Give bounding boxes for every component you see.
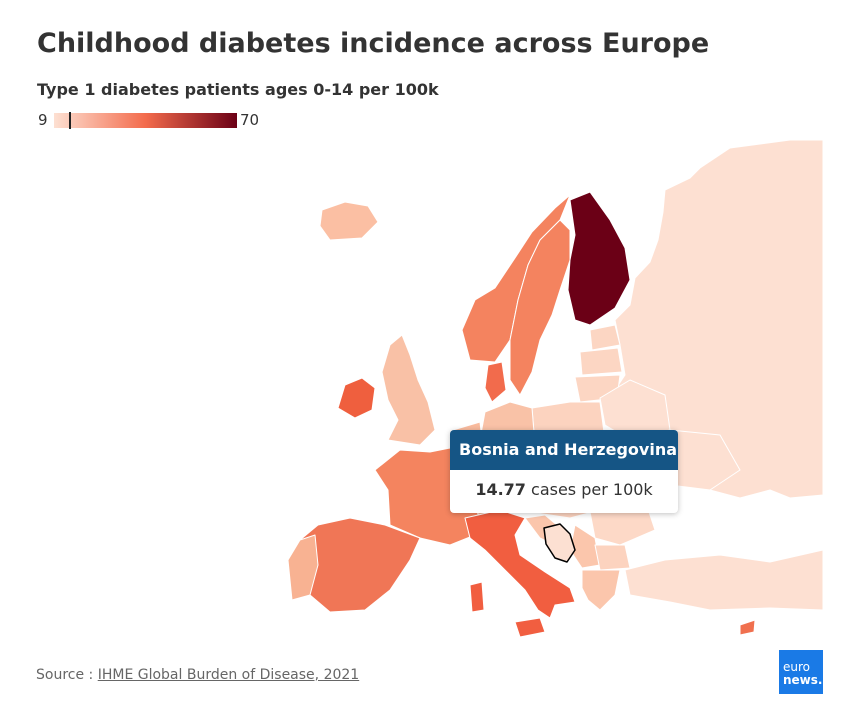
- region-sweden[interactable]: [509, 219, 571, 396]
- region-sicily[interactable]: [514, 617, 546, 638]
- region-bosnia-and-herzegovina[interactable]: [543, 523, 576, 563]
- tooltip-country-name: Bosnia and Herzegovina: [450, 430, 678, 470]
- tooltip-value: 14.77: [475, 480, 526, 499]
- tooltip-unit: cases per 100k: [531, 480, 653, 499]
- legend-max-label: 70: [240, 111, 260, 129]
- euronews-logo[interactable]: euro news.: [779, 650, 823, 694]
- map-title: Childhood diabetes incidence across Euro…: [37, 28, 710, 59]
- region-united-kingdom[interactable]: [381, 334, 436, 446]
- region-cyprus[interactable]: [739, 619, 756, 636]
- legend-hover-marker: [69, 112, 71, 129]
- region-bulgaria[interactable]: [594, 544, 631, 571]
- source-link[interactable]: IHME Global Burden of Disease, 2021: [97, 667, 360, 683]
- region-italy[interactable]: [464, 509, 576, 619]
- region-greece[interactable]: [581, 569, 621, 611]
- region-iceland[interactable]: [319, 201, 379, 241]
- region-denmark[interactable]: [484, 361, 507, 403]
- region-finland[interactable]: [567, 191, 631, 326]
- region-estonia[interactable]: [589, 324, 621, 351]
- region-sardinia[interactable]: [469, 581, 485, 613]
- legend-color-scale: [54, 113, 237, 128]
- region-portugal[interactable]: [287, 534, 319, 601]
- source-prefix: Source :: [36, 667, 98, 683]
- europe-map[interactable]: [270, 140, 823, 640]
- region-latvia[interactable]: [579, 347, 623, 376]
- tooltip-value-row: 14.77 cases per 100k: [450, 470, 678, 510]
- region-ireland[interactable]: [337, 377, 376, 419]
- source-note: Source : IHME Global Burden of Disease, …: [36, 667, 359, 683]
- map-subtitle: Type 1 diabetes patients ages 0-14 per 1…: [37, 80, 439, 99]
- logo-text-line2: news.: [783, 673, 823, 687]
- legend-min-label: 9: [38, 111, 48, 129]
- logo-text-line1: euro: [783, 660, 810, 674]
- country-tooltip: Bosnia and Herzegovina 14.77 cases per 1…: [450, 430, 678, 513]
- region-turkey[interactable]: [624, 549, 823, 611]
